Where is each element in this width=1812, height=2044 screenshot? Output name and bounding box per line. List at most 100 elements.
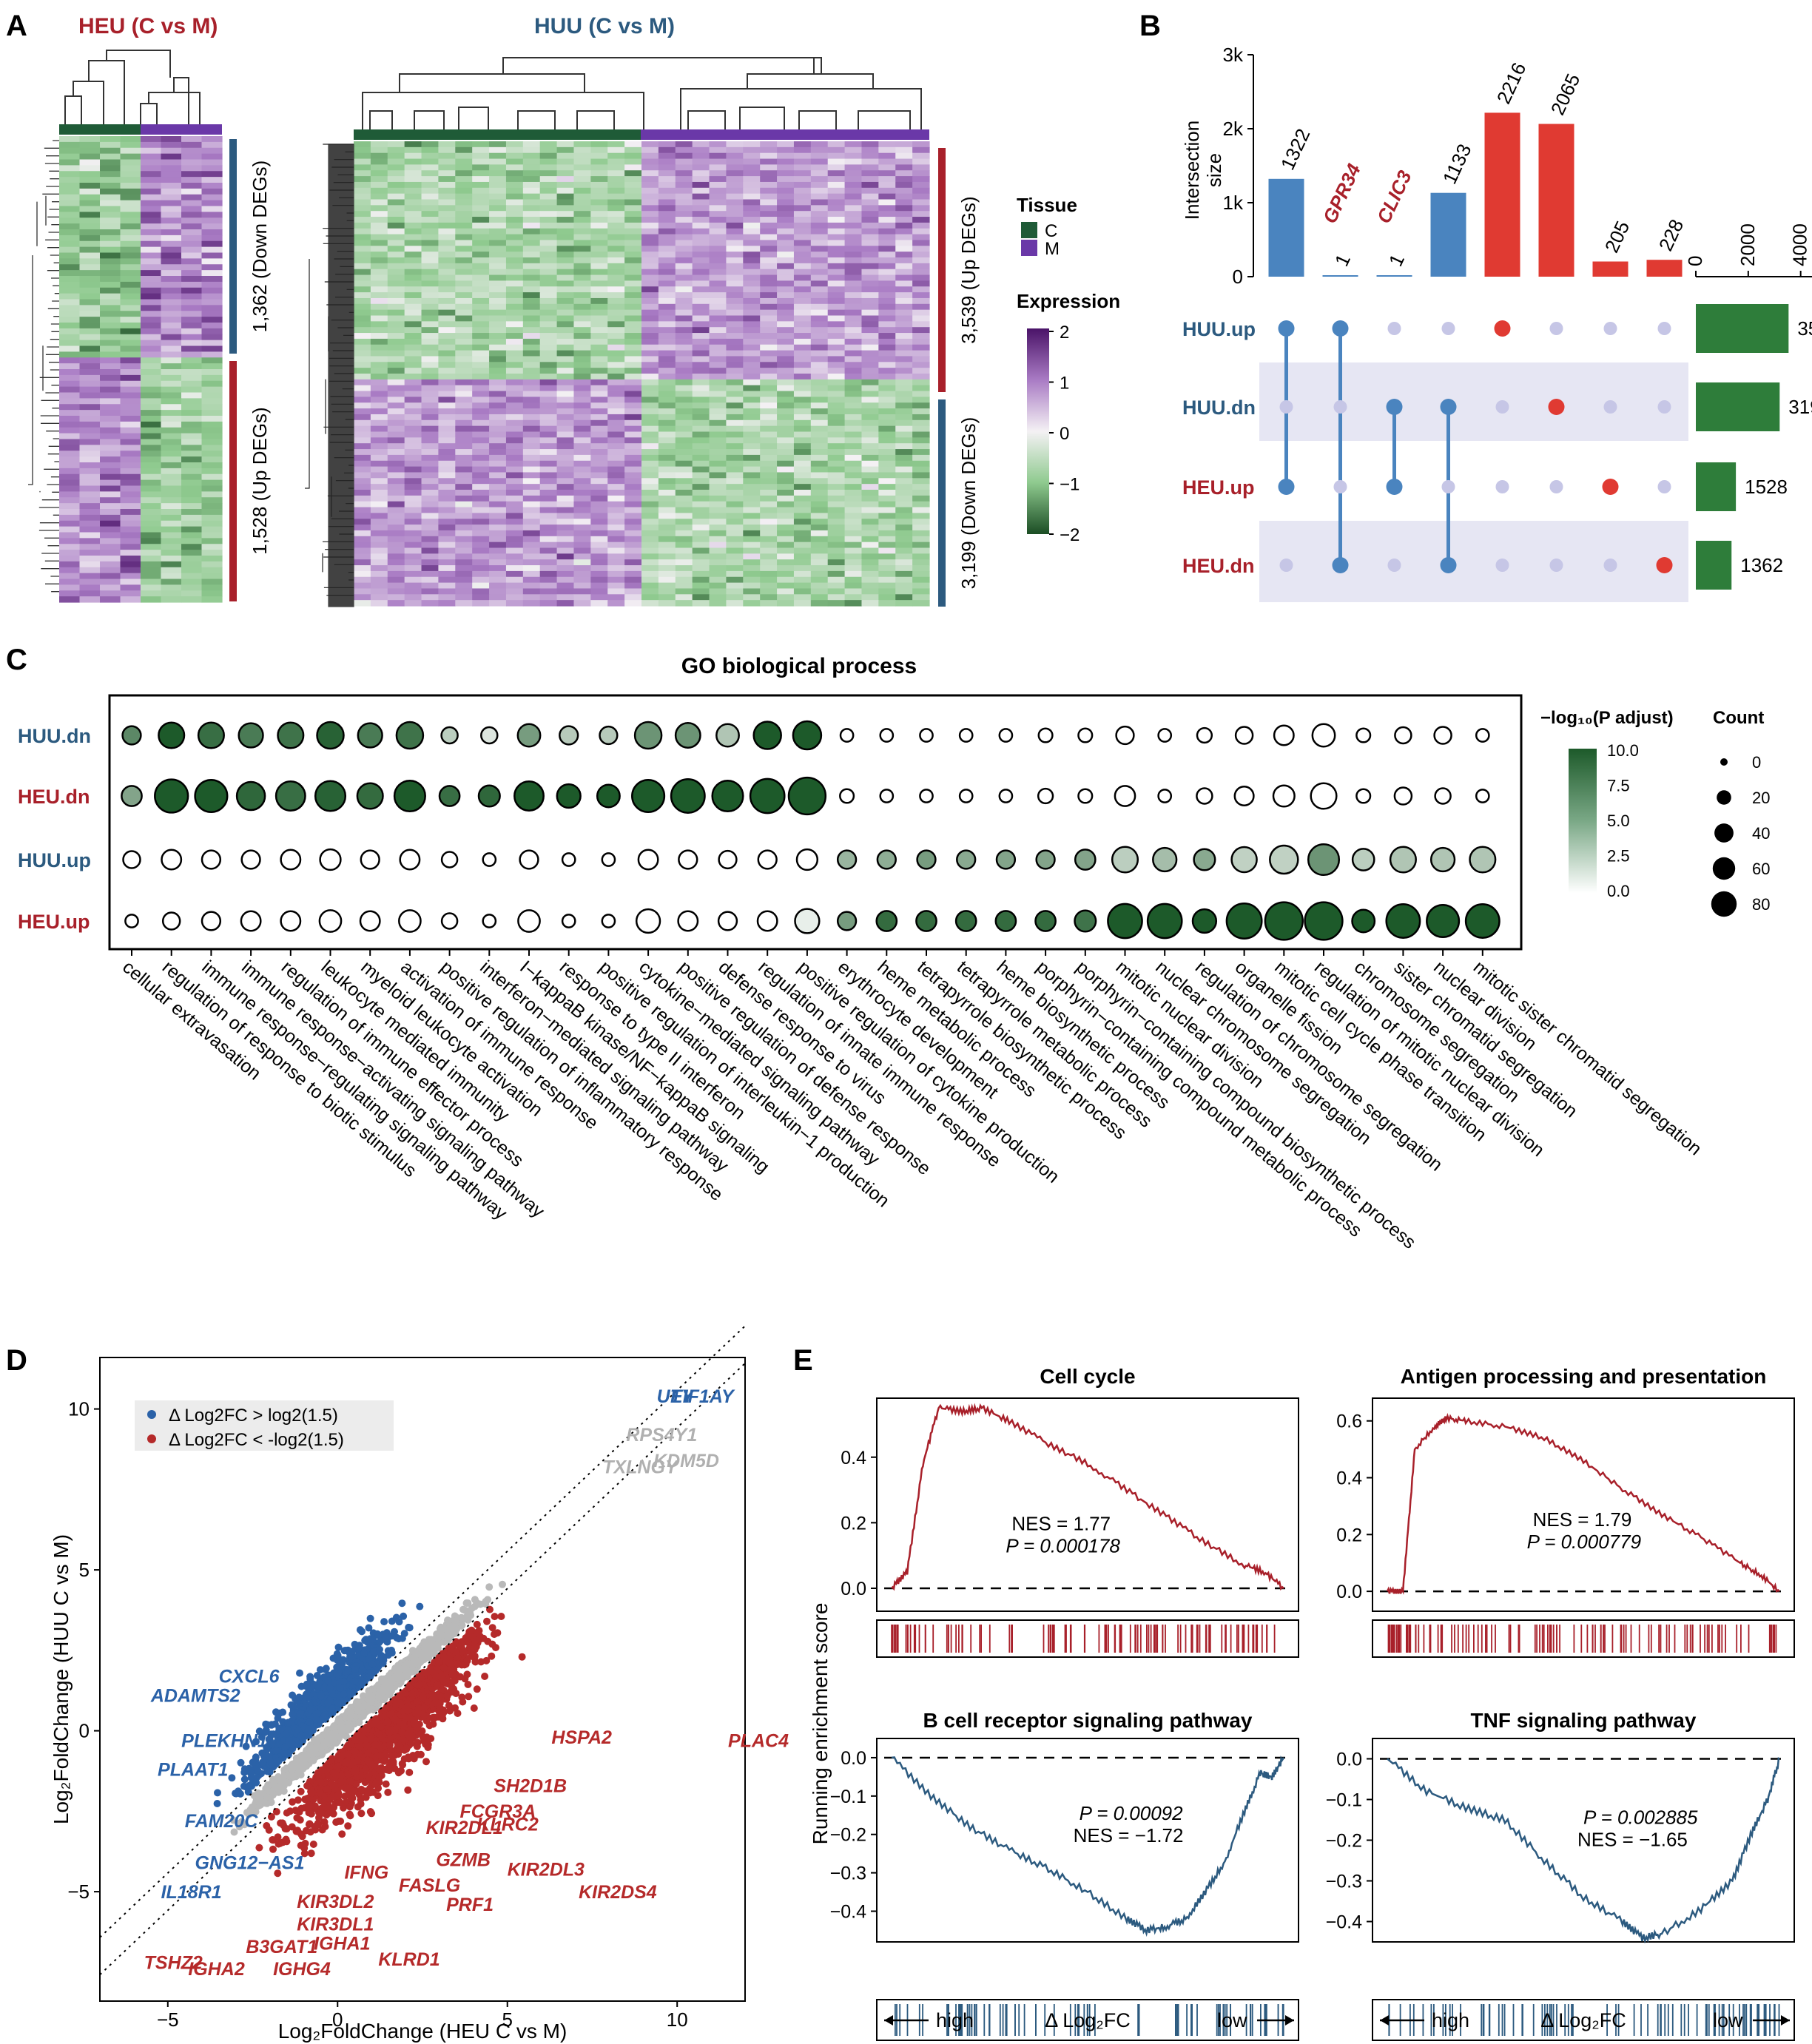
heatmap-cell [472,588,490,595]
heatmap-cell [827,257,846,264]
heatmap-cell [472,176,490,183]
heatmap-cell [59,317,81,323]
heatmap-cell [181,317,203,323]
row-dendrogram-branches [28,140,59,593]
heatmap-cell [912,419,930,427]
heatmap-cell [912,257,930,264]
heatmap-cell [573,594,591,601]
heatmap-cell [59,567,81,574]
heatmap-cell [120,141,141,149]
heatmap-cell [100,340,121,347]
heatmap-cell [181,351,203,358]
heatmap-cell [201,410,223,416]
heatmap-cell [455,391,473,397]
upset-dot-active [1278,479,1295,495]
heatmap-cell [641,594,659,601]
heatmap-cell [573,333,591,340]
go-dot [839,728,855,743]
heatmap-cell [100,491,121,498]
heatmap-cell [505,472,524,479]
heatmap-cell [100,317,121,323]
heatmap-cell [844,257,863,264]
heatmap-cell [777,490,795,496]
heatmap-cell [895,368,913,374]
heatmap-cell [658,280,676,287]
heatmap-cell [810,484,829,490]
heatmap-cell [201,147,223,155]
go-dot [1393,786,1413,806]
heatmap-cell [793,205,812,212]
heatmap-cell [421,547,439,554]
heatmap-cell [844,228,863,235]
heatmap-cell [726,559,744,566]
heatmap-cell [472,582,490,590]
heatmap-cell [777,588,795,595]
heatmap-cell [743,547,761,554]
go-dot [994,910,1017,932]
heatmap-cell [438,570,456,578]
heatmap-cell [878,263,896,270]
heatmap-cell [489,321,507,328]
go-dot [958,728,974,743]
heatmap-cell [861,460,879,468]
heatmap-cell [387,217,405,223]
heatmap-cell [827,374,846,380]
upset-dot-active [1440,557,1457,573]
heatmap-cell [100,246,121,254]
heatmap-cell [489,164,507,171]
heatmap-cell [810,588,829,595]
heatmap-cell [79,363,101,370]
heatmap-cell [120,479,141,487]
heatmap-cell [201,217,223,224]
heatmap-cell [760,176,778,183]
heatmap-cell [861,146,879,154]
heatmap-cell [120,311,141,317]
heatmap-cell [760,594,778,601]
heu-tissue-bar [59,124,222,135]
heatmap-cell [370,576,388,584]
heatmap-cell [709,338,727,345]
heatmap-cell [912,402,930,409]
heatmap-cell [455,350,473,357]
heatmap-cell [912,338,930,345]
heatmap-cell [522,297,541,305]
heatmap-cell [675,211,693,217]
heatmap-cell [181,311,203,317]
heatmap-cell [455,408,473,415]
heatmap-cell [161,584,182,591]
heatmap-cell [912,321,930,328]
heatmap-cell [878,274,896,281]
heatmap-cell [489,490,507,496]
heatmap-cell [607,374,625,380]
heatmap-cell [743,402,761,409]
heatmap-cell [827,309,846,317]
heatmap-cell [472,315,490,322]
heatmap-cell [161,305,182,311]
heatmap-cell [777,454,795,462]
heatmap-cell [141,556,162,562]
heatmap-cell [760,181,778,189]
go-dot [715,723,740,748]
heatmap-cell [810,594,829,601]
heatmap-cell [141,567,162,574]
heatmap-cell [658,542,676,549]
heatmap-cell [624,594,642,601]
heatmap-cell [79,410,101,416]
heatmap-cell [438,141,456,148]
heatmap-cell [370,315,388,322]
heatmap-cell [489,211,507,217]
heatmap-cell [709,321,727,328]
heatmap-cell [455,234,473,241]
heatmap-cell [861,368,879,374]
heatmap-cell [641,257,659,264]
heatmap-cell [861,362,879,368]
heatmap-cell [455,263,473,270]
heatmap-cell [404,228,422,235]
heatmap-cell [658,402,676,409]
heatmap-cell [387,234,405,241]
go-dot [1037,787,1054,805]
heatmap-cell [387,158,405,165]
heatmap-cell [421,327,439,334]
upset-dot-inactive [1495,480,1509,493]
heatmap-cell [658,414,676,421]
